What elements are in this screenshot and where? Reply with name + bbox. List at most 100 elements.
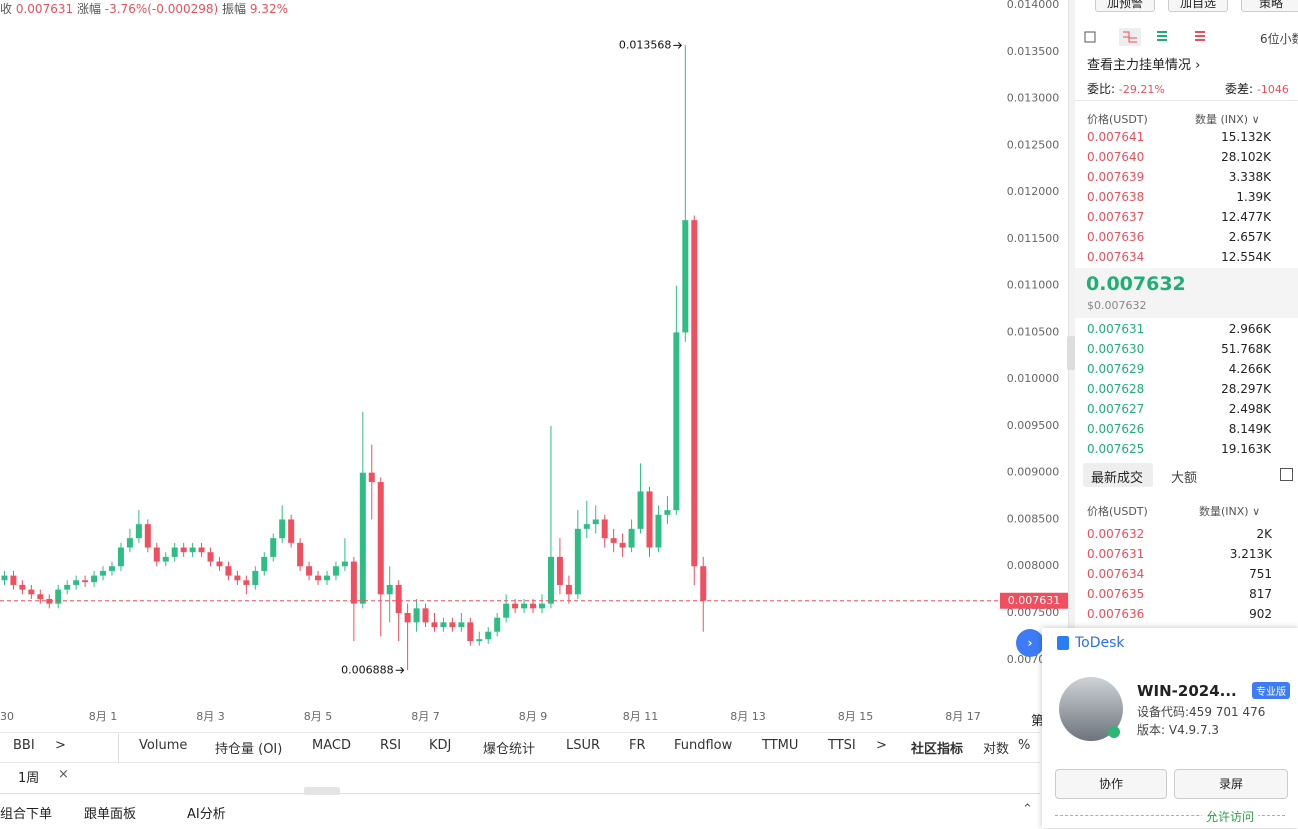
link-text[interactable]: 查看主力挂单情况: [1087, 58, 1192, 73]
toolbar-item[interactable]: TTSI: [828, 738, 856, 753]
drag-handle[interactable]: [304, 787, 340, 795]
todesk-icon: [1057, 636, 1069, 650]
icon-active[interactable]: [1119, 28, 1141, 46]
panel-icons: [1084, 28, 1205, 46]
checkbox[interactable]: [1280, 468, 1293, 481]
version: 版本: V4.9.7.3: [1137, 723, 1220, 737]
icon[interactable]: [1157, 31, 1167, 41]
candle-body: [350, 561, 357, 604]
splitter[interactable]: [1068, 0, 1075, 628]
candle-body: [556, 556, 563, 585]
column-header[interactable]: 数量 (INX) ∨: [1195, 113, 1260, 126]
candle-body: [440, 622, 447, 628]
toolbar-item[interactable]: 爆仓统计: [483, 742, 536, 757]
price: 0.007639: [1087, 170, 1145, 184]
label: 委差:: [1225, 82, 1254, 96]
quantity: 3.338K: [1228, 170, 1271, 184]
toolbar-item[interactable]: BBI: [13, 738, 35, 753]
price: 0.007628: [1087, 382, 1145, 396]
icon[interactable]: [1084, 31, 1096, 43]
candle-body: [538, 603, 545, 609]
action-button[interactable]: 加自选: [1168, 0, 1228, 12]
candle-body: [530, 603, 537, 609]
collapse-icon[interactable]: ⌃: [1022, 802, 1033, 817]
x-tick-label: 8月 13: [730, 710, 766, 723]
main-orders-link[interactable]: 查看主力挂单情况 ›: [1087, 58, 1201, 73]
candle-body: [270, 538, 277, 557]
icon[interactable]: [1195, 31, 1205, 41]
icon[interactable]: [1123, 31, 1137, 43]
price: 0.007636: [1087, 230, 1145, 244]
decimals[interactable]: 6位小数: [1260, 32, 1298, 46]
candle-body: [601, 519, 608, 539]
action-button[interactable]: 加预警: [1095, 0, 1155, 12]
price: 0.007637: [1087, 210, 1145, 224]
collab-button[interactable]: 协作: [1055, 769, 1167, 799]
candle-body: [673, 332, 680, 511]
price: 0.007632: [1087, 527, 1145, 541]
tab-active-bg: [1083, 463, 1153, 487]
candle-body: [46, 598, 53, 604]
candle-body: [574, 528, 581, 595]
tab[interactable]: 大额: [1171, 471, 1198, 486]
x-tick-label: 8月 11: [623, 710, 659, 723]
quantity: 4.266K: [1228, 362, 1271, 376]
expand-button[interactable]: ›: [1016, 629, 1044, 657]
price: 0.007635: [1087, 587, 1145, 601]
button-text[interactable]: 协作: [1098, 777, 1123, 791]
record-button[interactable]: 录屏: [1174, 769, 1288, 799]
bottom-tab[interactable]: 组合下单: [0, 807, 53, 822]
toolbar-item[interactable]: Fundflow: [674, 738, 733, 753]
toolbar-item[interactable]: 社区指标: [911, 742, 964, 757]
toolbar-item[interactable]: LSUR: [566, 738, 601, 753]
value: -1046: [1256, 83, 1289, 96]
y-tick-label: 0.012500: [1007, 138, 1060, 151]
quantity: 817: [1249, 587, 1272, 601]
toolbar-item[interactable]: >: [876, 738, 887, 753]
close-tag[interactable]: ×: [58, 767, 69, 782]
toolbar-item[interactable]: Volume: [139, 738, 188, 753]
indicator-toolbar: BBI > Volume 持仓量 (OI) MACD RSI KDJ 爆仓统计 LSUR FR Fu…: [0, 738, 1040, 758]
quantity: 2.498K: [1228, 402, 1271, 416]
quantity: 28.297K: [1221, 382, 1271, 396]
candle-body: [359, 472, 366, 604]
toolbar-item[interactable]: 对数: [983, 742, 1010, 757]
quantity: 1.39K: [1236, 190, 1271, 204]
x-tick-label: 8月 3: [196, 710, 225, 723]
toolbar-item[interactable]: TTMU: [762, 738, 799, 753]
action-button[interactable]: 策略: [1241, 0, 1298, 12]
candle-body: [64, 584, 71, 590]
toolbar-item[interactable]: %: [1018, 738, 1031, 753]
candle-body: [458, 622, 465, 628]
toolbar-item[interactable]: RSI: [380, 738, 402, 753]
allow-access[interactable]: 允许访问: [1202, 808, 1259, 825]
diff: 委差: -1046: [1225, 80, 1289, 97]
candle-body: [234, 575, 241, 581]
quantity: 12.477K: [1221, 210, 1271, 224]
column-header[interactable]: 数量(INX) ∨: [1199, 505, 1261, 518]
quantity: 28.102K: [1221, 150, 1271, 164]
toolbar-item[interactable]: MACD: [312, 738, 351, 753]
toolbar-item[interactable]: FR: [629, 738, 646, 753]
candle-body: [485, 631, 492, 640]
toolbar-item[interactable]: 持仓量 (OI): [215, 742, 283, 757]
candle-body: [19, 584, 26, 590]
bottom-tab[interactable]: 跟单面板: [84, 807, 137, 822]
toolbar-item[interactable]: >: [55, 738, 66, 753]
tab[interactable]: 最新成交: [1091, 471, 1144, 486]
candle-body: [521, 603, 528, 609]
button-text[interactable]: 录屏: [1218, 777, 1243, 791]
bottom-tab[interactable]: AI分析: [187, 807, 226, 822]
price: 0.007640: [1087, 150, 1145, 164]
candle-body: [315, 575, 322, 581]
toolbar-item[interactable]: KDJ: [429, 738, 452, 753]
column-header: 价格(USDT): [1087, 113, 1148, 126]
splitter-handle[interactable]: [1067, 336, 1075, 370]
candle-body: [180, 547, 187, 553]
period-tag[interactable]: 1周: [18, 771, 40, 786]
last-price-box: [1075, 268, 1298, 318]
header-text: 数量 (INX): [1195, 113, 1249, 126]
y-tick-label: 0.010500: [1007, 325, 1060, 338]
value: 9.32%: [249, 2, 288, 16]
